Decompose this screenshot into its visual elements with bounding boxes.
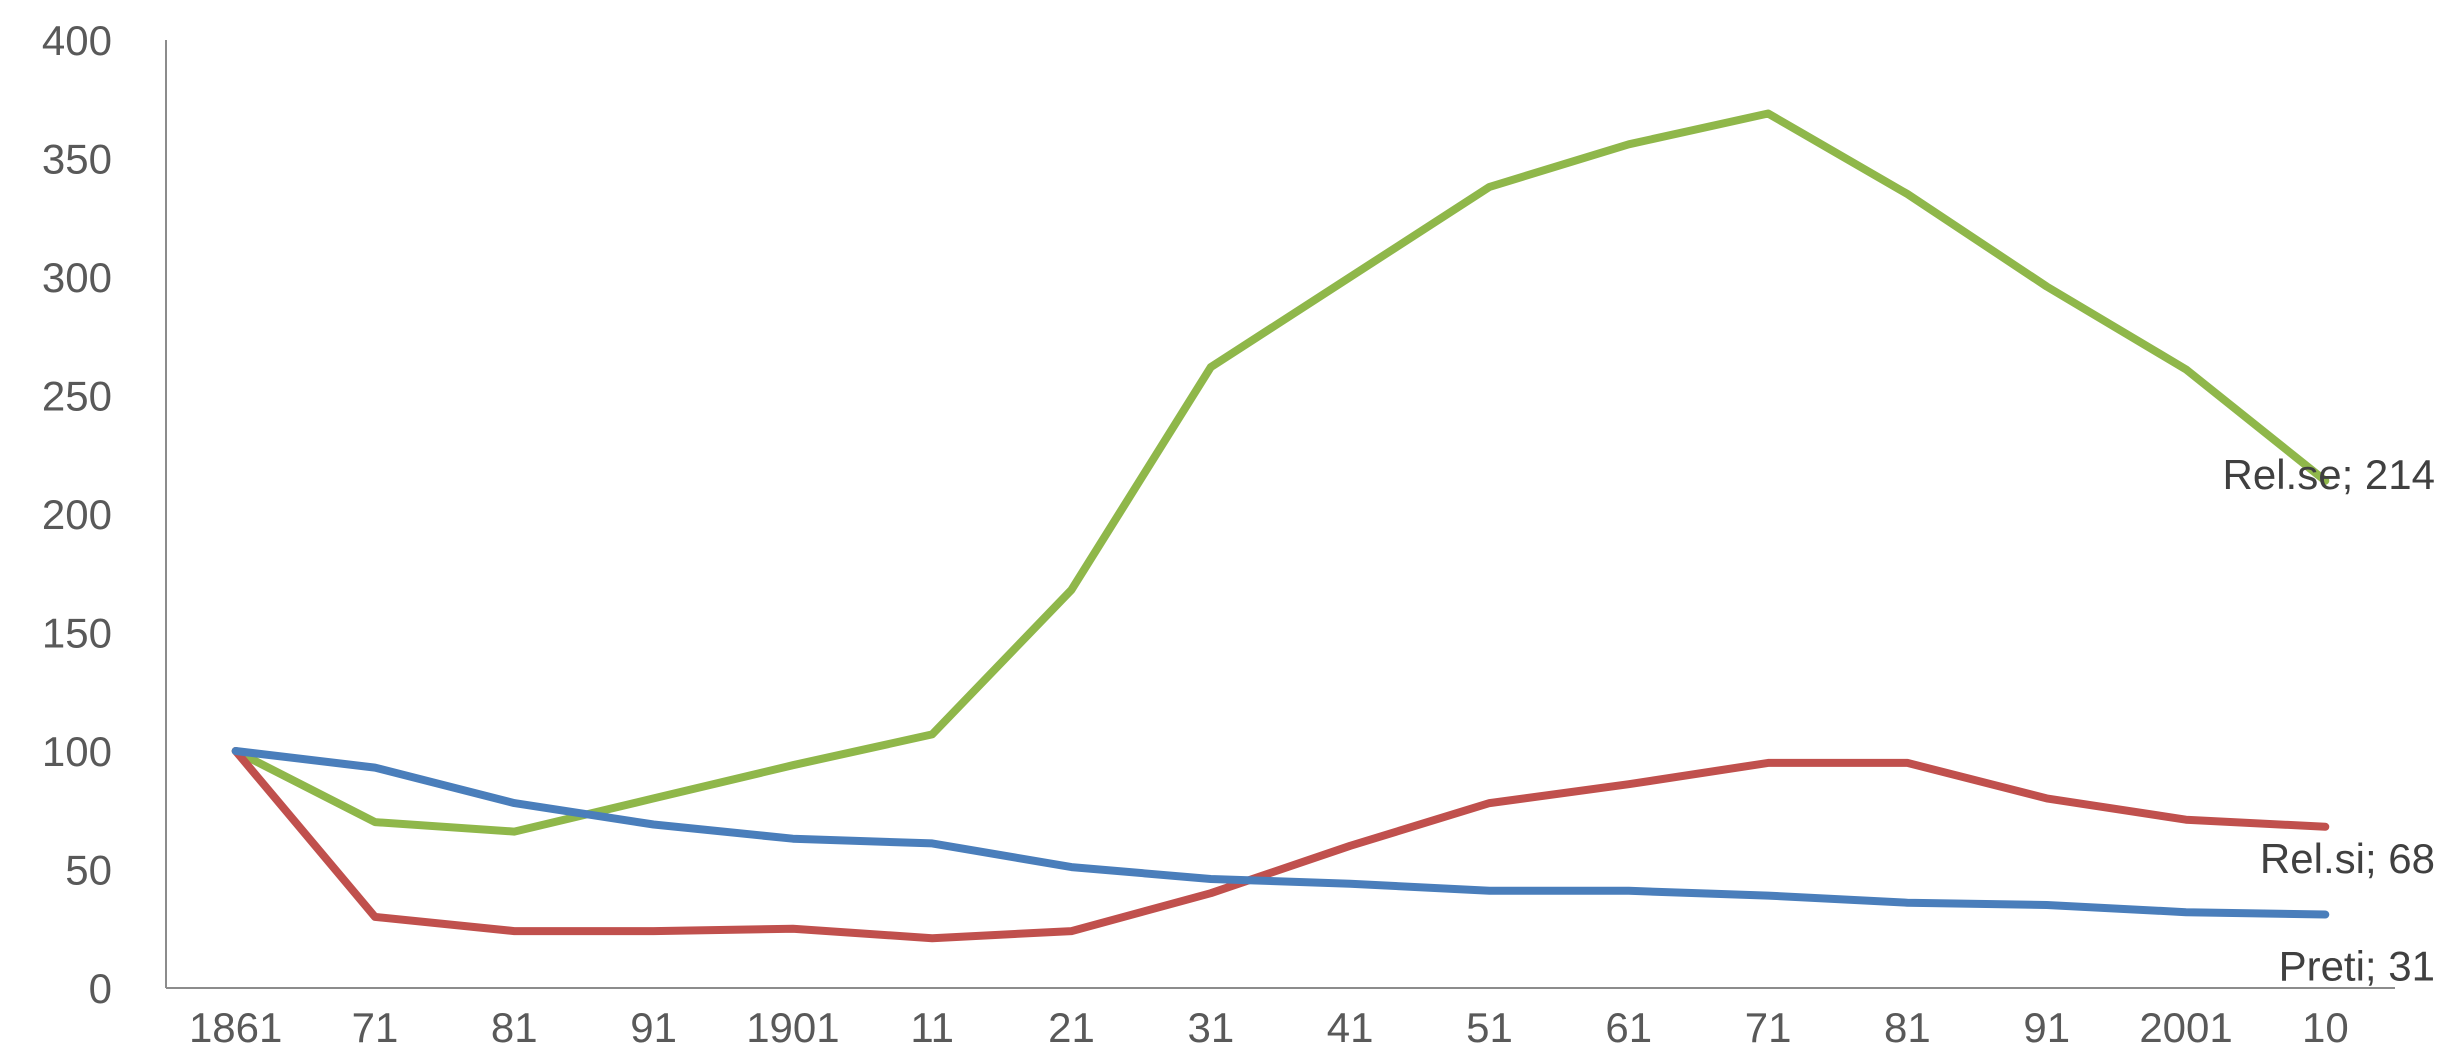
x-tick-label: 10: [2302, 1004, 2349, 1050]
y-tick-label: 0: [89, 965, 112, 1012]
series-lines: [231, 109, 2330, 943]
series-end-labels: Rel.se; 214 Rel.si; 68 Preti; 31: [2223, 451, 2435, 990]
x-tick-label: 71: [1745, 1004, 1792, 1050]
y-tick-label: 100: [42, 728, 112, 775]
x-tick-label: 51: [1466, 1004, 1513, 1050]
series-line-rel-se: [231, 109, 2330, 836]
series-line-preti: [231, 747, 2330, 919]
series-end-label-rel-se: Rel.se; 214: [2223, 451, 2435, 498]
y-tick-labels: 0 50 100 150 200 250 300 350 400: [42, 17, 112, 1012]
y-tick-label: 400: [42, 17, 112, 64]
x-tick-label: 31: [1187, 1004, 1234, 1050]
series-line-rel-si: [231, 747, 2330, 943]
x-tick-label: 1901: [746, 1004, 839, 1050]
y-tick-label: 350: [42, 136, 112, 183]
x-tick-label: 21: [1048, 1004, 1095, 1050]
x-tick-label: 91: [630, 1004, 677, 1050]
x-tick-label: 81: [491, 1004, 538, 1050]
series-end-label-rel-si: Rel.si; 68: [2260, 835, 2435, 882]
axes: [165, 40, 2395, 989]
series-end-label-preti: Preti; 31: [2279, 943, 2435, 990]
x-tick-label: 11: [910, 1004, 954, 1050]
x-tick-label: 91: [2023, 1004, 2070, 1050]
y-tick-label: 50: [65, 847, 112, 894]
x-tick-labels: 1861 71 81 91 1901 11 21 31 41 51 61 71 81 91 2001 10: [189, 1004, 2349, 1050]
x-tick-label: 61: [1605, 1004, 1652, 1050]
y-tick-label: 250: [42, 373, 112, 420]
x-tick-label: 1861: [189, 1004, 282, 1050]
x-tick-label: 2001: [2139, 1004, 2232, 1050]
x-tick-label: 81: [1884, 1004, 1931, 1050]
y-tick-label: 300: [42, 254, 112, 301]
x-tick-label: 41: [1327, 1004, 1374, 1050]
x-tick-label: 71: [352, 1004, 399, 1050]
y-tick-label: 150: [42, 610, 112, 657]
y-tick-label: 200: [42, 491, 112, 538]
